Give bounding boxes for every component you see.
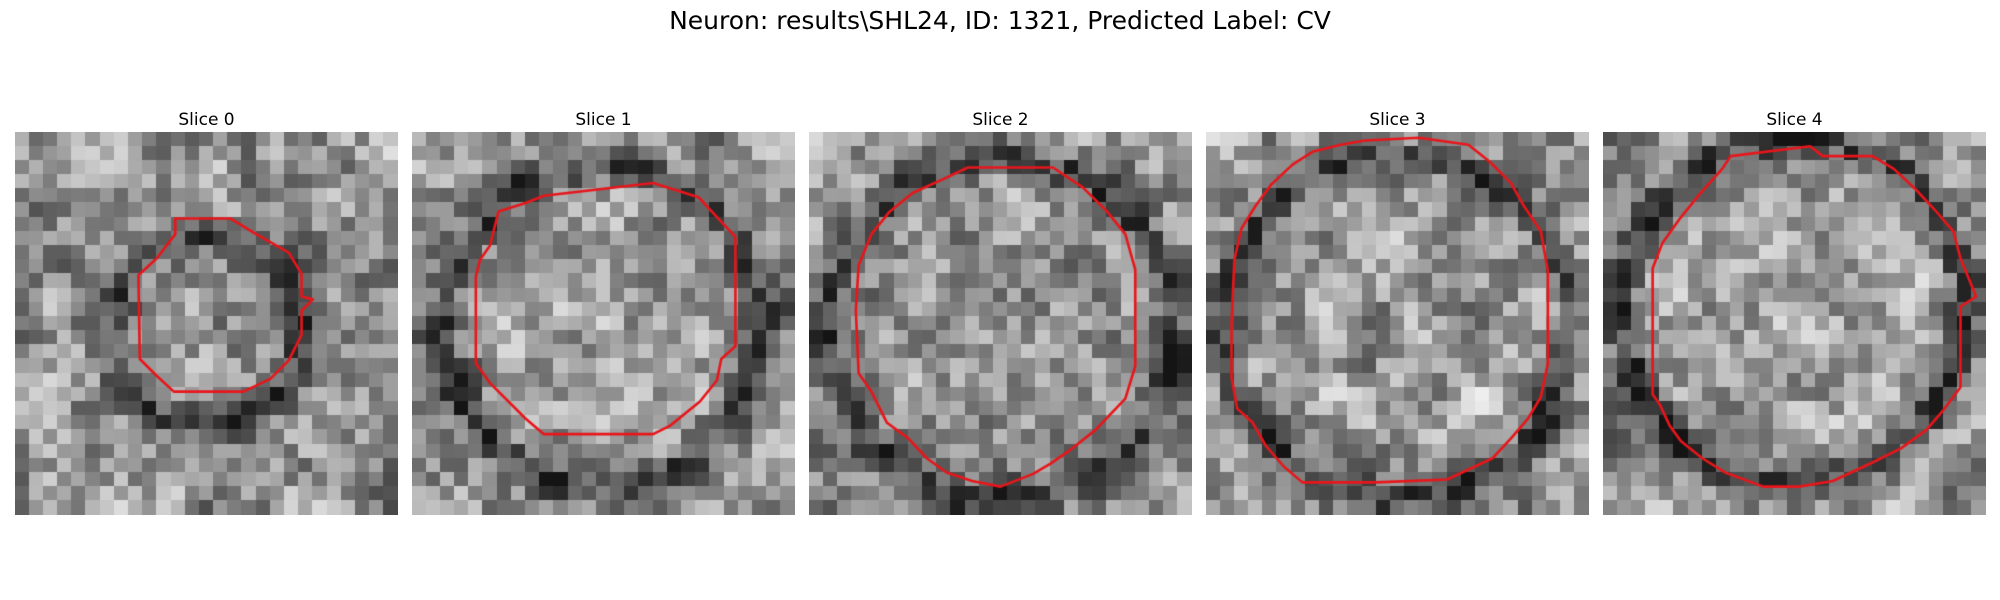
slice-title: Slice 0 <box>178 110 235 130</box>
slice-image <box>15 132 398 515</box>
slice-title: Slice 3 <box>1369 110 1426 130</box>
slice-image <box>412 132 795 515</box>
figure-title: Neuron: results\SHL24, ID: 1321, Predict… <box>669 6 1331 35</box>
slice-title: Slice 1 <box>575 110 632 130</box>
slice-image <box>1603 132 1986 515</box>
slice-image <box>809 132 1192 515</box>
slice-panel-3: Slice 3 <box>1206 108 1589 515</box>
slice-panel-0: Slice 0 <box>15 108 398 515</box>
slice-title: Slice 2 <box>972 110 1029 130</box>
slice-image <box>1206 132 1589 515</box>
slice-panel-2: Slice 2 <box>809 108 1192 515</box>
slice-panel-1: Slice 1 <box>412 108 795 515</box>
slice-title: Slice 4 <box>1766 110 1823 130</box>
slice-panel-4: Slice 4 <box>1603 108 1986 515</box>
